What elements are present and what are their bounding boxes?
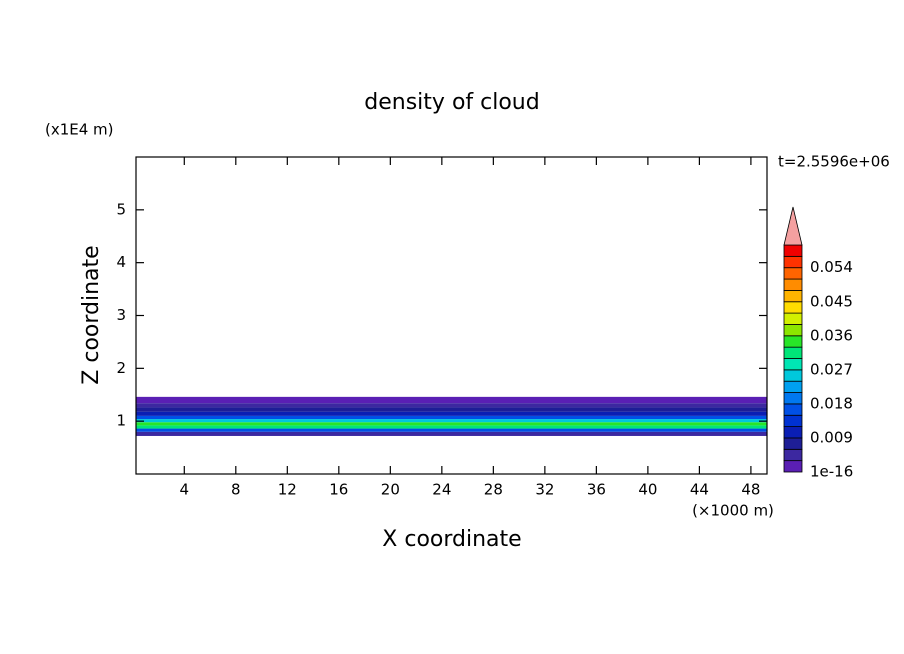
colorbar-box bbox=[783, 267, 803, 280]
y-tick-label: 5 bbox=[116, 200, 126, 218]
x-tick-label: 4 bbox=[180, 481, 190, 499]
density-band bbox=[136, 403, 767, 408]
y-unit: (x1E4 m) bbox=[45, 121, 114, 139]
colorbar-box bbox=[783, 369, 803, 382]
colorbar-overflow bbox=[783, 206, 803, 246]
colorbar-box bbox=[783, 448, 803, 462]
density-band bbox=[136, 428, 767, 432]
x-tick-label: 32 bbox=[535, 481, 554, 499]
colorbar-box bbox=[783, 312, 803, 325]
x-unit: (×1000 m) bbox=[692, 502, 774, 520]
colorbar-box bbox=[783, 358, 803, 371]
colorbar-box bbox=[783, 426, 803, 439]
y-axis-label: Z coordinate bbox=[79, 245, 104, 384]
colorbar-box bbox=[783, 335, 803, 348]
x-tick-label: 24 bbox=[432, 481, 451, 499]
density-band bbox=[136, 411, 767, 416]
colorbar-box bbox=[783, 460, 803, 473]
time-annotation: t=2.5596e+06 bbox=[778, 153, 890, 171]
density-band bbox=[136, 396, 767, 404]
density-band bbox=[136, 431, 767, 436]
colorbar-box bbox=[783, 437, 803, 450]
y-tick-label: 2 bbox=[116, 359, 126, 377]
colorbar-box bbox=[783, 301, 803, 314]
density-band bbox=[136, 425, 767, 429]
colorbar-box bbox=[783, 414, 803, 428]
density-band bbox=[136, 422, 767, 426]
colorbar-label: 0.027 bbox=[810, 360, 853, 378]
x-tick-label: 12 bbox=[278, 481, 297, 499]
x-tick-label: 28 bbox=[484, 481, 503, 499]
chart-title: density of cloud bbox=[364, 90, 539, 115]
colorbar-label: 1e-16 bbox=[810, 463, 853, 481]
x-tick-label: 16 bbox=[329, 481, 348, 499]
colorbar-box bbox=[783, 255, 803, 269]
colorbar-label: 0.054 bbox=[810, 258, 853, 276]
density-band bbox=[136, 407, 767, 412]
colorbar-box bbox=[783, 392, 803, 405]
x-tick-label: 36 bbox=[587, 481, 606, 499]
colorbar-box bbox=[783, 278, 803, 291]
density-band bbox=[136, 419, 767, 423]
y-tick-label: 1 bbox=[116, 412, 126, 430]
x-tick-label: 20 bbox=[381, 481, 400, 499]
colorbar-label: 0.018 bbox=[810, 394, 853, 412]
x-tick-label: 40 bbox=[638, 481, 657, 499]
x-tick-label: 48 bbox=[741, 481, 760, 499]
colorbar-label: 0.009 bbox=[810, 428, 853, 446]
colorbar-label: 0.045 bbox=[810, 292, 853, 310]
colorbar-box bbox=[783, 289, 803, 303]
colorbar-box bbox=[783, 403, 803, 416]
colorbar-label: 0.036 bbox=[810, 326, 853, 344]
colorbar-box bbox=[783, 324, 803, 337]
y-tick-label: 3 bbox=[116, 306, 126, 324]
x-axis-label: X coordinate bbox=[382, 527, 521, 552]
x-tick-label: 8 bbox=[231, 481, 241, 499]
y-tick-label: 4 bbox=[116, 253, 126, 271]
density-band bbox=[136, 415, 767, 420]
colorbar-box bbox=[783, 346, 803, 359]
colorbar-box bbox=[783, 244, 803, 257]
x-tick-label: 44 bbox=[690, 481, 709, 499]
colorbar-box bbox=[783, 380, 803, 393]
